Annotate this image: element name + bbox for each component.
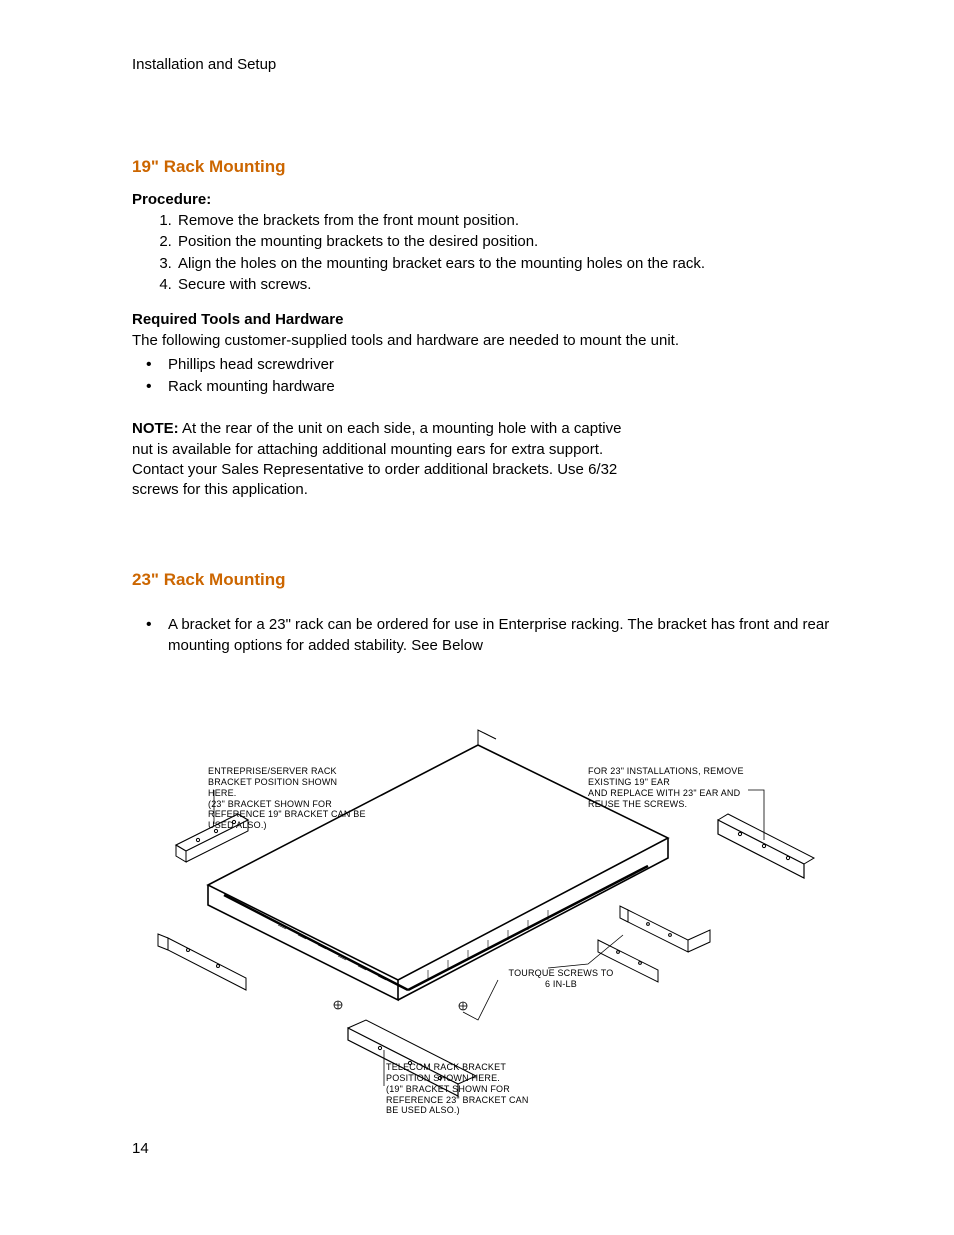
section-23-bullet: A bracket for a 23" rack can be ordered …	[168, 614, 854, 656]
procedure-step: Secure with screws.	[176, 275, 854, 295]
tools-heading: Required Tools and Hardware	[132, 311, 854, 328]
tools-intro: The following customer-supplied tools an…	[132, 331, 854, 351]
callout-torque: TOURQUE SCREWS TO 6 IN-LB	[506, 968, 616, 990]
callout-23-ear: FOR 23" INSTALLATIONS, REMOVE EXISTING 1…	[588, 766, 758, 809]
callout-enterprise-bracket: ENTREPRISE/SERVER RACK BRACKET POSITION …	[208, 766, 368, 831]
procedure-step: Align the holes on the mounting bracket …	[176, 254, 854, 274]
procedure-heading: Procedure:	[132, 191, 854, 208]
page-header: Installation and Setup	[132, 56, 854, 73]
procedure-list: Remove the brackets from the front mount…	[132, 211, 854, 295]
section-23-title: 23" Rack Mounting	[132, 570, 854, 590]
tools-list: Phillips head screwdriver Rack mounting …	[132, 354, 854, 397]
note-paragraph: NOTE: At the rear of the unit on each si…	[132, 419, 632, 500]
tools-item: Rack mounting hardware	[168, 376, 854, 398]
rack-mounting-diagram: ENTREPRISE/SERVER RACK BRACKET POSITION …	[128, 690, 824, 1120]
note-label: NOTE:	[132, 420, 179, 437]
page-number: 14	[132, 1140, 854, 1157]
tools-item: Phillips head screwdriver	[168, 354, 854, 376]
procedure-step: Remove the brackets from the front mount…	[176, 211, 854, 231]
section-23-list: A bracket for a 23" rack can be ordered …	[132, 614, 854, 656]
note-body: At the rear of the unit on each side, a …	[132, 420, 621, 498]
callout-telecom-bracket: TELECOM RACK BRACKET POSITION SHOWN HERE…	[386, 1062, 536, 1116]
section-19-title: 19" Rack Mounting	[132, 157, 854, 177]
procedure-step: Position the mounting brackets to the de…	[176, 232, 854, 252]
